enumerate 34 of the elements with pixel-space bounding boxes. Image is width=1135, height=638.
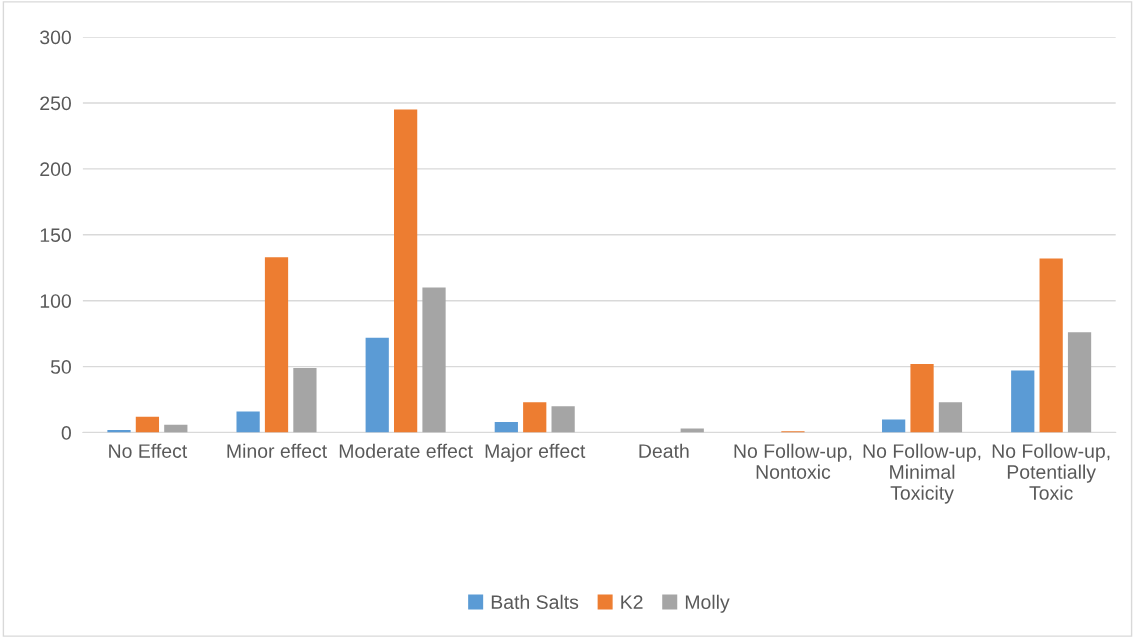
bar	[494, 422, 518, 433]
bar	[1067, 332, 1092, 433]
bar	[394, 109, 418, 433]
legend-label: K2	[621, 595, 643, 609]
bar	[882, 419, 906, 433]
x-tick-label: Major effect	[485, 443, 586, 462]
bar	[1011, 370, 1035, 433]
y-tick-label: 0	[61, 426, 71, 440]
x-tick-label: No Follow-up, Minimal Toxicity	[863, 443, 981, 504]
bar	[551, 406, 575, 433]
x-tick-label: No Effect	[109, 443, 188, 458]
x-tick-label: Moderate effect	[339, 443, 473, 458]
bar	[938, 402, 963, 433]
y-tick-label: 300	[40, 30, 71, 45]
bar	[365, 337, 389, 433]
bar	[135, 416, 160, 433]
bar	[1039, 258, 1063, 433]
bar	[910, 364, 934, 433]
legend-label: Molly	[685, 594, 730, 613]
bar	[236, 411, 260, 433]
bar	[422, 287, 446, 433]
x-tick-label: Minor effect	[227, 443, 327, 458]
y-tick-label: 50	[50, 360, 71, 374]
y-tick-label: 150	[40, 228, 71, 243]
x-tick-label: Death	[639, 443, 689, 458]
bar	[523, 402, 547, 433]
y-tick-label: 100	[40, 294, 71, 308]
legend-label: Bath Salts	[491, 594, 579, 609]
y-tick-label: 200	[40, 162, 71, 177]
y-tick-label: 250	[40, 96, 71, 111]
bar	[293, 367, 317, 433]
x-tick-label: No Follow-up, Potentially Toxic	[992, 443, 1110, 500]
x-tick-label: No Follow-up, Nontoxic	[734, 443, 852, 479]
bar	[264, 257, 289, 433]
